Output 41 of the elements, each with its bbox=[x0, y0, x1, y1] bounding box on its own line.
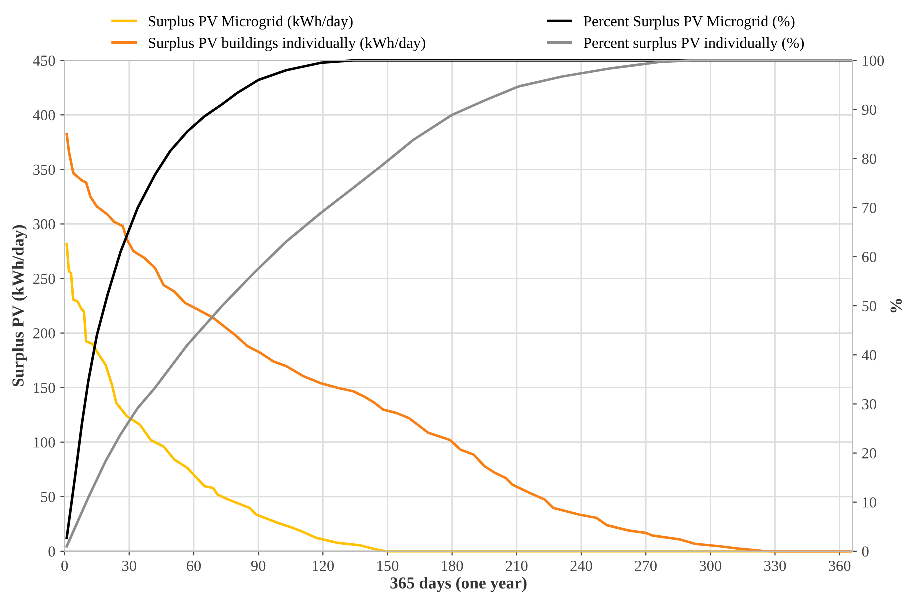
x-tick-label: 180 bbox=[442, 560, 464, 572]
x-axis-title: 365 days (one year) bbox=[390, 577, 527, 592]
y-tick-label: 0 bbox=[48, 546, 56, 557]
y-tick-label: 250 bbox=[34, 274, 56, 284]
y2-tick-label: 30 bbox=[862, 399, 876, 410]
y2-tick-label: 20 bbox=[862, 448, 876, 459]
x-tick-label: 60 bbox=[187, 560, 202, 572]
y-tick-label: 150 bbox=[34, 382, 56, 394]
y-axis-title: Surplus PV (kWh/day) bbox=[12, 225, 28, 386]
y-tick-label: 50 bbox=[41, 492, 56, 502]
x-tick-label: 0 bbox=[62, 560, 68, 572]
y2-tick-label: 100 bbox=[863, 56, 884, 66]
legend-label: Percent Surplus PV Microgrid (%) bbox=[584, 16, 795, 30]
y2-tick-label: 80 bbox=[862, 154, 876, 164]
y-tick-label: 400 bbox=[33, 110, 56, 121]
y2-tick-label: 40 bbox=[862, 350, 876, 361]
x-tick-label: 210 bbox=[506, 560, 528, 572]
y2-tick-label: 10 bbox=[863, 498, 876, 508]
legend-label: Percent surplus PV individually (%) bbox=[584, 38, 804, 52]
y2-tick-label: 50 bbox=[862, 301, 876, 312]
x-tick-label: 120 bbox=[313, 560, 334, 572]
y-tick-label: 200 bbox=[34, 328, 56, 339]
x-tick-label: 240 bbox=[570, 560, 592, 572]
x-tick-label: 300 bbox=[700, 560, 722, 572]
legend-label: Surplus PV buildings individually (kWh/day) bbox=[149, 38, 426, 52]
x-tick-label: 150 bbox=[378, 560, 399, 572]
x-tick-label: 330 bbox=[764, 560, 786, 572]
y-tick-label: 300 bbox=[34, 219, 56, 230]
y-tick-label: 450 bbox=[33, 56, 56, 66]
x-tick-label: 30 bbox=[122, 560, 136, 572]
x-tick-label: 360 bbox=[829, 560, 851, 572]
x-tick-label: 270 bbox=[635, 560, 657, 572]
y2-tick-label: 70 bbox=[862, 203, 876, 214]
y2-axis-title: % bbox=[890, 299, 902, 313]
y2-tick-label: 60 bbox=[862, 252, 876, 262]
y-tick-label: 100 bbox=[34, 438, 56, 448]
y-tick-label: 350 bbox=[34, 164, 56, 176]
y2-tick-label: 0 bbox=[862, 546, 869, 557]
y2-tick-label: 90 bbox=[862, 104, 876, 116]
x-tick-label: 90 bbox=[251, 560, 266, 572]
legend-label: Surplus PV Microgrid (kWh/day) bbox=[149, 16, 353, 30]
